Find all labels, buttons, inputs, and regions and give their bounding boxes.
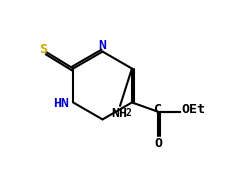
Text: C: C xyxy=(154,103,162,116)
Text: N: N xyxy=(98,39,107,52)
Text: OEt: OEt xyxy=(181,103,205,116)
Text: HN: HN xyxy=(53,97,69,110)
Text: 2: 2 xyxy=(125,108,131,118)
Text: O: O xyxy=(154,137,162,150)
Text: NH: NH xyxy=(111,107,127,120)
Text: S: S xyxy=(39,43,47,56)
